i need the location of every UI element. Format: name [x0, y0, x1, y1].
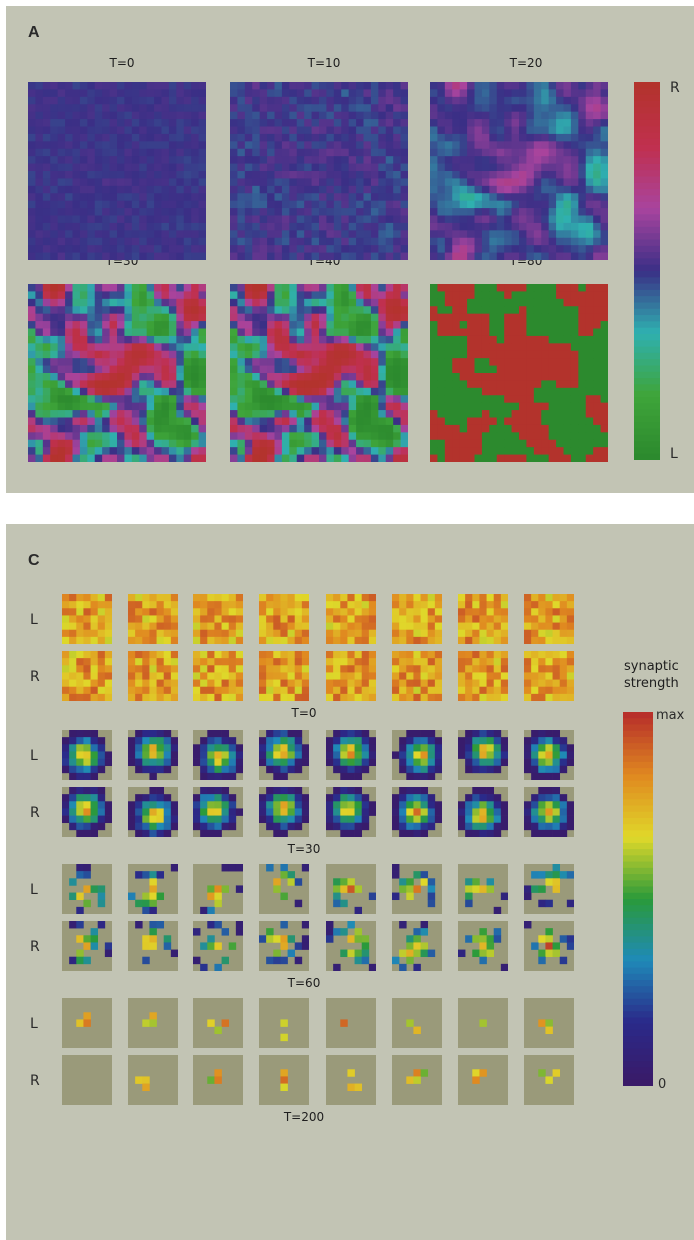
- receptive-field-l-2-3: [259, 864, 309, 914]
- receptive-field-r-3-0: [62, 1055, 112, 1105]
- receptive-field-l-0-0: [62, 594, 112, 644]
- receptive-field-l-2-2: [193, 864, 243, 914]
- receptive-field-r-3-5: [392, 1055, 442, 1105]
- receptive-field-r-2-5: [392, 921, 442, 971]
- row-label-r-3: R: [30, 1073, 40, 1089]
- panel-a-label: A: [28, 24, 40, 41]
- receptive-field-r-2-4: [326, 921, 376, 971]
- colorbar-max-label: max: [656, 708, 685, 723]
- receptive-field-l-0-2: [193, 594, 243, 644]
- receptive-field-r-1-6: [458, 787, 508, 837]
- receptive-field-r-2-0: [62, 921, 112, 971]
- row-label-r-2: R: [30, 939, 40, 955]
- time-label-2: T=60: [287, 976, 321, 990]
- synaptic-strength-colorbar: [623, 712, 653, 1086]
- receptive-field-l-0-1: [128, 594, 178, 644]
- receptive-field-r-3-4: [326, 1055, 376, 1105]
- receptive-field-l-0-6: [458, 594, 508, 644]
- receptive-field-l-0-3: [259, 594, 309, 644]
- row-label-l-2: L: [30, 882, 38, 898]
- receptive-field-r-2-6: [458, 921, 508, 971]
- receptive-field-r-2-1: [128, 921, 178, 971]
- receptive-field-r-1-3: [259, 787, 309, 837]
- receptive-field-r-3-3: [259, 1055, 309, 1105]
- receptive-field-l-1-2: [193, 730, 243, 780]
- receptive-field-l-2-6: [458, 864, 508, 914]
- ocular-colorbar: [634, 82, 660, 460]
- receptive-field-l-0-4: [326, 594, 376, 644]
- receptive-field-l-1-1: [128, 730, 178, 780]
- receptive-field-l-0-7: [524, 594, 574, 644]
- receptive-field-r-3-2: [193, 1055, 243, 1105]
- receptive-field-r-1-1: [128, 787, 178, 837]
- receptive-field-r-3-6: [458, 1055, 508, 1105]
- ocular-map-t40: [230, 284, 408, 462]
- map-title-t20: T=20: [509, 56, 543, 70]
- receptive-field-l-3-1: [128, 998, 178, 1048]
- receptive-field-l-1-4: [326, 730, 376, 780]
- receptive-field-r-1-2: [193, 787, 243, 837]
- receptive-field-l-2-4: [326, 864, 376, 914]
- receptive-field-r-3-7: [524, 1055, 574, 1105]
- row-label-l-0: L: [30, 612, 38, 628]
- receptive-field-l-2-1: [128, 864, 178, 914]
- ocular-map-t20: [430, 82, 608, 260]
- receptive-field-r-0-5: [392, 651, 442, 701]
- panel-c-label: C: [28, 552, 40, 569]
- receptive-field-l-1-5: [392, 730, 442, 780]
- receptive-field-r-1-0: [62, 787, 112, 837]
- panel-a: A T=0 T=10 T=20 T=30 T=40 T=80 R L: [6, 6, 694, 493]
- receptive-field-l-3-7: [524, 998, 574, 1048]
- colorbar-l-label: L: [670, 446, 678, 462]
- ocular-map-t10: [230, 82, 408, 260]
- receptive-field-l-3-4: [326, 998, 376, 1048]
- ocular-map-t30: [28, 284, 206, 462]
- receptive-field-r-0-1: [128, 651, 178, 701]
- receptive-field-r-1-4: [326, 787, 376, 837]
- receptive-field-l-3-2: [193, 998, 243, 1048]
- colorbar-title-line1: synaptic: [624, 659, 679, 674]
- receptive-field-l-3-6: [458, 998, 508, 1048]
- receptive-field-r-1-7: [524, 787, 574, 837]
- receptive-field-l-2-5: [392, 864, 442, 914]
- colorbar-title-line2: strength: [624, 676, 679, 691]
- receptive-field-r-0-7: [524, 651, 574, 701]
- receptive-field-l-1-3: [259, 730, 309, 780]
- receptive-field-r-1-5: [392, 787, 442, 837]
- colorbar-title: synaptic strength: [624, 658, 679, 692]
- colorbar-r-label: R: [670, 80, 680, 96]
- receptive-field-l-2-7: [524, 864, 574, 914]
- row-label-r-0: R: [30, 669, 40, 685]
- row-label-r-1: R: [30, 805, 40, 821]
- receptive-field-r-2-2: [193, 921, 243, 971]
- receptive-field-l-0-5: [392, 594, 442, 644]
- row-label-l-3: L: [30, 1016, 38, 1032]
- receptive-field-l-1-6: [458, 730, 508, 780]
- map-title-t0: T=0: [109, 56, 135, 70]
- receptive-field-r-0-4: [326, 651, 376, 701]
- receptive-field-l-1-7: [524, 730, 574, 780]
- receptive-field-r-2-7: [524, 921, 574, 971]
- receptive-field-l-3-5: [392, 998, 442, 1048]
- receptive-field-l-2-0: [62, 864, 112, 914]
- ocular-map-t0: [28, 82, 206, 260]
- time-label-0: T=0: [291, 706, 317, 720]
- receptive-field-r-3-1: [128, 1055, 178, 1105]
- row-label-l-1: L: [30, 748, 38, 764]
- ocular-map-t80: [430, 284, 608, 462]
- time-label-3: T=200: [283, 1110, 325, 1124]
- colorbar-zero-label: 0: [658, 1077, 667, 1092]
- receptive-field-r-0-3: [259, 651, 309, 701]
- time-label-1: T=30: [287, 842, 321, 856]
- receptive-field-r-0-2: [193, 651, 243, 701]
- receptive-field-l-3-0: [62, 998, 112, 1048]
- map-title-t10: T=10: [307, 56, 341, 70]
- receptive-field-l-3-3: [259, 998, 309, 1048]
- receptive-field-l-1-0: [62, 730, 112, 780]
- receptive-field-r-2-3: [259, 921, 309, 971]
- receptive-field-r-0-0: [62, 651, 112, 701]
- panel-c: C L R T=0 L R T=30 L R T=60 L R T=200 synaptic stre…: [6, 524, 694, 1240]
- receptive-field-r-0-6: [458, 651, 508, 701]
